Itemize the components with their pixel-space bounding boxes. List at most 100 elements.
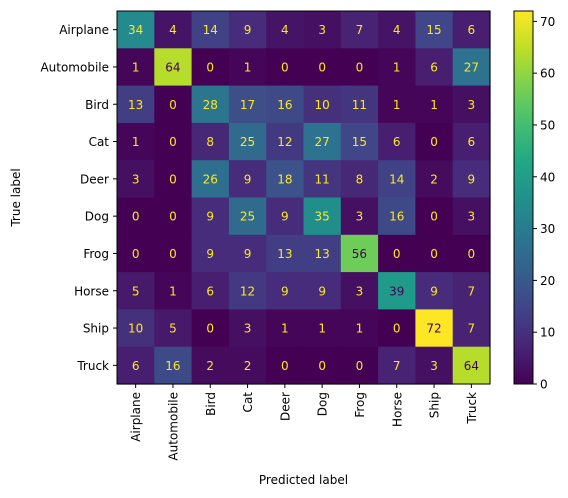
heatmap-cell-2-1 — [154, 85, 193, 124]
heatmap-cell-5-3 — [228, 197, 267, 236]
cell-value-label: 14 — [203, 23, 218, 37]
cell-value-label: 6 — [132, 359, 140, 373]
heatmap-cell-2-3 — [228, 85, 267, 124]
heatmap-cell-3-6 — [340, 122, 379, 161]
cell-value-label: 0 — [169, 172, 177, 186]
heatmap-cell-1-4 — [266, 48, 305, 87]
heatmap-cell-6-5 — [303, 234, 342, 273]
cell-value-label: 35 — [315, 210, 330, 224]
y-axis-label: True label — [9, 168, 23, 227]
heatmap-cell-8-3 — [228, 309, 267, 348]
heatmap-cell-9-8 — [415, 346, 454, 385]
x-tick-label: Deer — [278, 392, 292, 421]
cell-value-label: 0 — [169, 210, 177, 224]
heatmap-cell-5-2 — [191, 197, 230, 236]
heatmap-cell-8-4 — [266, 309, 305, 348]
heatmap-cell-9-4 — [266, 346, 305, 385]
x-tick-label: Ship — [428, 392, 442, 418]
cell-value-label: 9 — [206, 247, 214, 261]
heatmap-cell-2-4 — [266, 85, 305, 124]
heatmap-cell-7-7 — [378, 272, 416, 310]
cell-value-label: 72 — [426, 322, 441, 336]
heatmap-cell-3-9 — [452, 122, 491, 161]
x-tick-label: Dog — [316, 392, 330, 416]
y-tick-label: Deer — [80, 172, 109, 186]
cell-value-label: 2 — [206, 359, 214, 373]
cell-value-label: 64 — [165, 60, 180, 74]
cell-value-label: 1 — [281, 322, 289, 336]
plot-frame — [116, 10, 491, 385]
heatmap-cell-8-5 — [303, 309, 342, 348]
heatmap-cell-0-4 — [266, 11, 305, 49]
heatmap-cell-0-7 — [378, 11, 416, 49]
heatmap-cell-3-4 — [266, 122, 305, 161]
x-tick-label: Automobile — [166, 392, 180, 461]
heatmap-cell-4-9 — [452, 160, 491, 199]
cell-value-label: 0 — [468, 247, 476, 261]
cell-value-label: 11 — [315, 172, 330, 186]
heatmap-cell-5-8 — [415, 197, 454, 236]
cell-value-label: 1 — [430, 98, 438, 112]
heatmap-cell-0-2 — [191, 11, 230, 49]
cell-value-label: 9 — [244, 247, 252, 261]
heatmap-cell-4-1 — [154, 160, 193, 199]
cell-value-label: 16 — [277, 98, 292, 112]
heatmap-cell-7-5 — [303, 272, 342, 310]
heatmap-cell-6-8 — [415, 234, 454, 273]
cell-value-label: 25 — [240, 135, 255, 149]
colorbar-tick-label: 40 — [540, 170, 555, 184]
heatmap-cell-4-0 — [117, 160, 155, 199]
cell-value-label: 9 — [244, 23, 252, 37]
cell-value-label: 9 — [430, 284, 438, 298]
cell-value-label: 14 — [389, 172, 404, 186]
heatmap-cell-1-0 — [117, 48, 155, 87]
heatmap-cell-2-9 — [452, 85, 491, 124]
heatmap-cell-7-8 — [415, 272, 454, 310]
cell-value-label: 11 — [352, 98, 367, 112]
y-tick-label: Frog — [83, 247, 109, 261]
x-tick-label: Truck — [465, 392, 479, 425]
heatmap-cell-3-3 — [228, 122, 267, 161]
cell-value-label: 1 — [318, 322, 326, 336]
colorbar-tick-label: 50 — [540, 118, 555, 132]
heatmap-cell-3-1 — [154, 122, 193, 161]
heatmap-cell-4-5 — [303, 160, 342, 199]
cell-value-label: 6 — [468, 23, 476, 37]
heatmap-cell-2-8 — [415, 85, 454, 124]
heatmap-cell-0-9 — [452, 11, 491, 49]
cell-value-label: 6 — [430, 60, 438, 74]
cell-value-label: 0 — [169, 98, 177, 112]
cell-value-label: 8 — [356, 172, 364, 186]
cell-value-label: 0 — [132, 247, 140, 261]
y-tick-label: Airplane — [59, 23, 109, 37]
cell-value-label: 6 — [206, 284, 214, 298]
y-tick-label: Ship — [83, 322, 109, 336]
cell-value-label: 0 — [356, 359, 364, 373]
cell-value-label: 10 — [315, 98, 330, 112]
heatmap-cell-5-0 — [117, 197, 155, 236]
heatmap-cell-3-7 — [378, 122, 416, 161]
cell-value-label: 3 — [318, 23, 326, 37]
heatmap-cell-9-2 — [191, 346, 230, 385]
y-tick-label: Automobile — [40, 60, 109, 74]
cell-value-label: 7 — [393, 359, 401, 373]
heatmap-cell-6-6 — [340, 234, 379, 273]
cell-value-label: 0 — [430, 210, 438, 224]
cell-value-label: 16 — [389, 210, 404, 224]
heatmap-cell-5-5 — [303, 197, 342, 236]
y-tick-label: Bird — [85, 98, 109, 112]
cell-value-label: 15 — [352, 135, 367, 149]
heatmap-cell-8-8 — [415, 309, 454, 348]
cell-value-label: 39 — [389, 284, 404, 298]
heatmap-cell-1-7 — [378, 48, 416, 87]
colorbar — [513, 10, 534, 385]
cell-value-label: 0 — [430, 135, 438, 149]
heatmap-cell-4-7 — [378, 160, 416, 199]
x-tick-label: Cat — [241, 392, 255, 413]
cell-value-label: 9 — [244, 172, 252, 186]
x-tick-label: Horse — [390, 392, 404, 427]
x-tick-label: Airplane — [129, 392, 143, 442]
heatmap-cell-4-6 — [340, 160, 379, 199]
heatmap-cell-8-2 — [191, 309, 230, 348]
cell-value-label: 0 — [430, 247, 438, 261]
